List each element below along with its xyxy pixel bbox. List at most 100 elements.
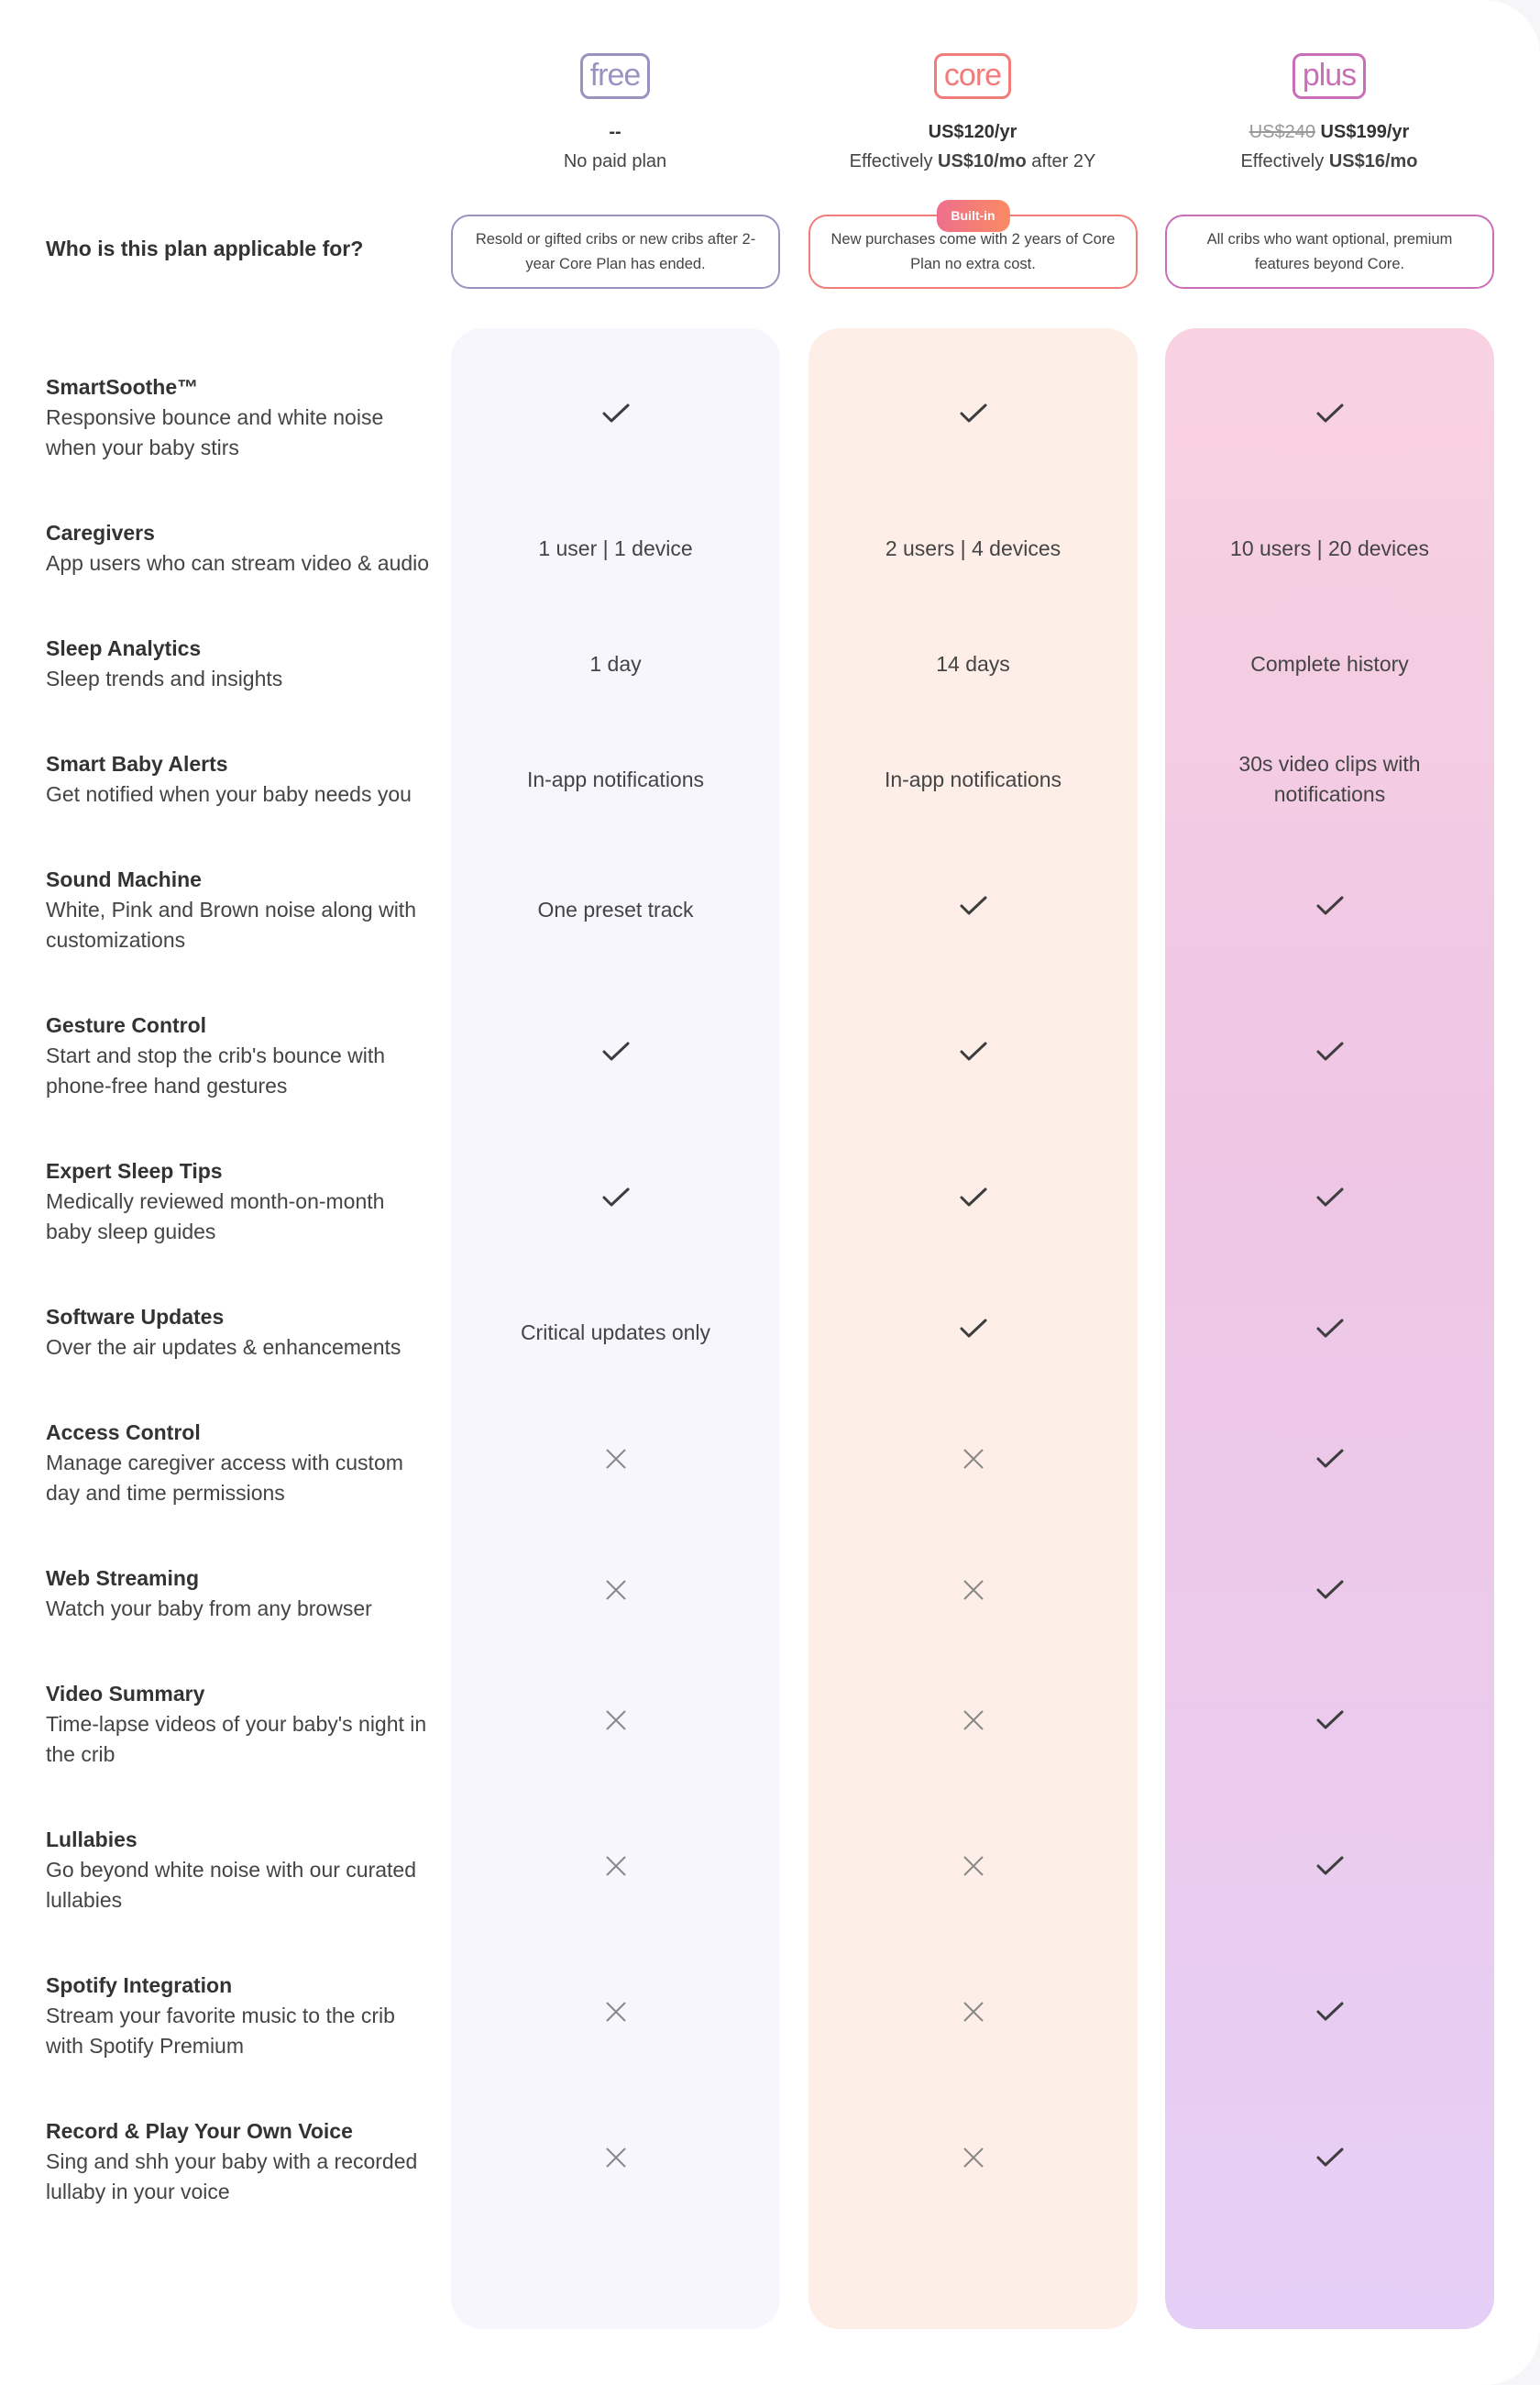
feature-description: App users who can stream video & audio bbox=[46, 551, 430, 575]
cell-plus bbox=[1165, 1971, 1494, 2061]
price-value: -- bbox=[609, 122, 622, 142]
cell-plus bbox=[1165, 372, 1494, 463]
plan-header-plus: plus US$240 US$199/yr Effectively US$16/… bbox=[1150, 53, 1508, 176]
cell-free: One preset track bbox=[451, 865, 780, 955]
feature-row: Caregivers App users who can stream video… bbox=[0, 518, 1540, 579]
check-icon bbox=[959, 403, 988, 433]
check-icon bbox=[959, 1041, 988, 1071]
cell-free bbox=[451, 1971, 780, 2061]
check-icon bbox=[959, 1318, 988, 1348]
feature-row: Sound Machine White, Pink and Brown noise… bbox=[0, 865, 1540, 955]
cross-icon bbox=[605, 1855, 627, 1885]
cell-free bbox=[451, 2116, 780, 2207]
cell-text: Critical updates only bbox=[520, 1319, 711, 1344]
feature-label: Software Updates Over the air updates & e… bbox=[46, 1302, 431, 1363]
check-icon bbox=[1315, 1579, 1345, 1609]
cell-core bbox=[808, 1971, 1138, 2061]
cell-text: One preset track bbox=[537, 898, 694, 922]
cell-text: 10 users | 20 devices bbox=[1230, 536, 1429, 560]
cell-free bbox=[451, 1563, 780, 1624]
plan-effective-price: No paid plan bbox=[436, 147, 794, 176]
feature-row: Software Updates Over the air updates & e… bbox=[0, 1302, 1540, 1363]
applicable-box-core: Built-in New purchases come with 2 years … bbox=[808, 200, 1138, 289]
applicable-question: Who is this plan applicable for? bbox=[46, 237, 364, 260]
check-icon bbox=[1315, 1855, 1345, 1885]
cell-free bbox=[451, 1825, 780, 1916]
feature-label: Gesture Control Start and stop the crib's… bbox=[46, 1010, 431, 1101]
cell-plus bbox=[1165, 865, 1494, 955]
cell-text: 1 day bbox=[589, 651, 642, 676]
plan-header-free: free -- No paid plan bbox=[436, 53, 794, 176]
feature-title: Video Summary bbox=[46, 1682, 205, 1706]
cell-core bbox=[808, 1825, 1138, 1916]
cell-core bbox=[808, 1418, 1138, 1508]
check-icon bbox=[1315, 1448, 1345, 1478]
feature-label: Lullabies Go beyond white noise with our … bbox=[46, 1825, 431, 1916]
free-column bbox=[451, 328, 780, 2329]
price-value: US$199/yr bbox=[1320, 122, 1410, 142]
sub-bold: US$16/mo bbox=[1328, 151, 1418, 171]
feature-title: Spotify Integration bbox=[46, 1973, 233, 1997]
cell-core: In-app notifications bbox=[808, 749, 1138, 810]
feature-title: Sleep Analytics bbox=[46, 636, 202, 660]
feature-row: Record & Play Your Own Voice Sing and shh… bbox=[0, 2116, 1540, 2207]
feature-title: Expert Sleep Tips bbox=[46, 1159, 223, 1183]
feature-description: Responsive bounce and white noise when y… bbox=[46, 405, 384, 459]
cell-plus bbox=[1165, 1156, 1494, 1247]
cell-core bbox=[808, 1302, 1138, 1363]
feature-label: Record & Play Your Own Voice Sing and shh… bbox=[46, 2116, 431, 2207]
feature-label: Video Summary Time-lapse videos of your b… bbox=[46, 1679, 431, 1770]
cell-core bbox=[808, 372, 1138, 463]
cell-free bbox=[451, 1679, 780, 1770]
feature-description: Time-lapse videos of your baby's night i… bbox=[46, 1712, 427, 1766]
feature-description: Go beyond white noise with our curated l… bbox=[46, 1858, 417, 1912]
applicable-text: All cribs who want optional, premium fea… bbox=[1206, 230, 1453, 272]
cell-free: 1 day bbox=[451, 634, 780, 694]
cell-free: In-app notifications bbox=[451, 749, 780, 810]
feature-title: Gesture Control bbox=[46, 1013, 207, 1037]
feature-title: SmartSoothe™ bbox=[46, 375, 199, 399]
check-icon bbox=[1315, 1041, 1345, 1071]
plan-effective-price: Effectively US$16/mo bbox=[1150, 147, 1508, 176]
cell-text: In-app notifications bbox=[884, 767, 1062, 791]
feature-label: Sound Machine White, Pink and Brown noise… bbox=[46, 865, 431, 955]
cell-free: 1 user | 1 device bbox=[451, 518, 780, 579]
check-icon bbox=[1315, 403, 1345, 433]
feature-description: Get notified when your baby needs you bbox=[46, 782, 412, 806]
cell-plus bbox=[1165, 1302, 1494, 1363]
cross-icon bbox=[605, 2147, 627, 2177]
cell-text: Complete history bbox=[1250, 651, 1409, 676]
plan-badge-core: core bbox=[933, 53, 1012, 99]
applicable-box-plus: All cribs who want optional, premium fea… bbox=[1165, 215, 1494, 289]
cross-icon bbox=[962, 1709, 984, 1739]
feature-label: Expert Sleep Tips Medically reviewed mont… bbox=[46, 1156, 431, 1247]
cell-core bbox=[808, 865, 1138, 955]
cell-free bbox=[451, 1156, 780, 1247]
plan-header-core: core US$120/yr Effectively US$10/mo afte… bbox=[794, 53, 1151, 176]
feature-description: Medically reviewed month-on-month baby s… bbox=[46, 1189, 385, 1243]
feature-description: Start and stop the crib's bounce with ph… bbox=[46, 1043, 386, 1098]
feature-title: Smart Baby Alerts bbox=[46, 752, 228, 776]
applicable-text: New purchases come with 2 years of Core … bbox=[830, 230, 1116, 272]
feature-description: Manage caregiver access with custom day … bbox=[46, 1451, 403, 1505]
core-column bbox=[808, 328, 1138, 2329]
cell-plus: 30s video clips with notifications bbox=[1165, 749, 1494, 810]
feature-title: Caregivers bbox=[46, 521, 155, 545]
cell-plus bbox=[1165, 1825, 1494, 1916]
feature-label: Access Control Manage caregiver access wi… bbox=[46, 1418, 431, 1508]
cell-plus bbox=[1165, 1679, 1494, 1770]
cell-plus bbox=[1165, 1418, 1494, 1508]
check-icon bbox=[1315, 1709, 1345, 1739]
cross-icon bbox=[962, 2147, 984, 2177]
check-icon bbox=[1315, 2147, 1345, 2177]
plan-price: US$120/yr bbox=[794, 117, 1151, 147]
feature-row: Smart Baby Alerts Get notified when your … bbox=[0, 749, 1540, 810]
feature-row: Expert Sleep Tips Medically reviewed mont… bbox=[0, 1156, 1540, 1247]
plan-effective-price: Effectively US$10/mo after 2Y bbox=[794, 147, 1151, 176]
check-icon bbox=[601, 403, 631, 433]
cell-text: In-app notifications bbox=[526, 767, 705, 791]
cell-plus bbox=[1165, 1010, 1494, 1101]
cross-icon bbox=[605, 1579, 627, 1609]
feature-row: Lullabies Go beyond white noise with our … bbox=[0, 1825, 1540, 1916]
cell-core bbox=[808, 1010, 1138, 1101]
